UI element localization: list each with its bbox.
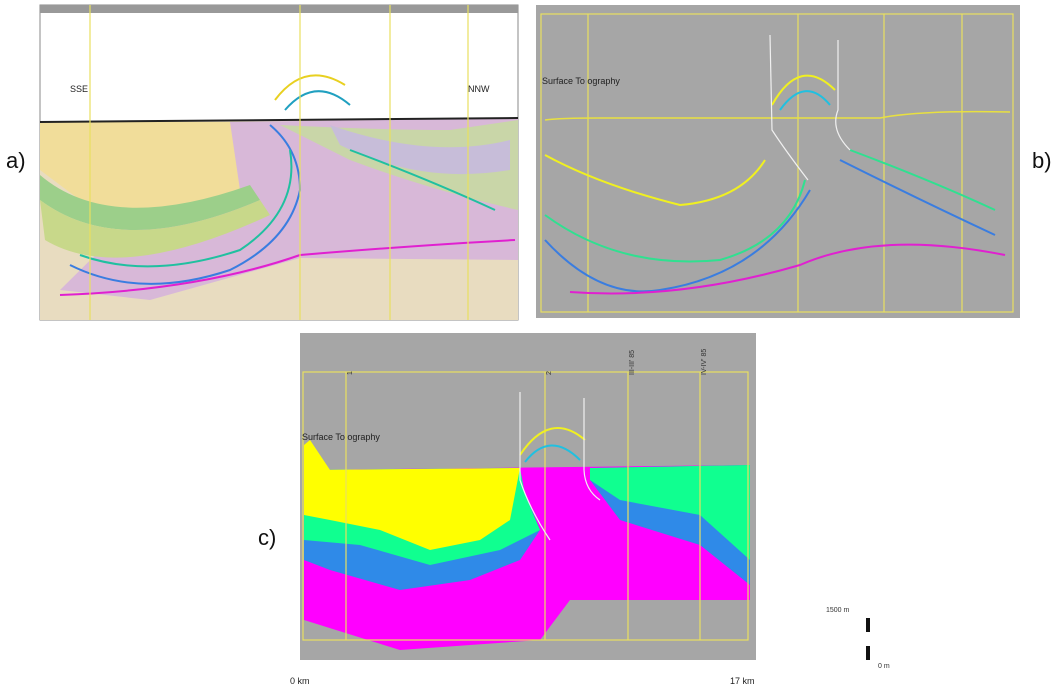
- panel-a: SSE NNW: [40, 5, 518, 320]
- figure: SSE NNW a) Surface To ography b): [0, 0, 1062, 690]
- panel-header: [40, 5, 518, 13]
- topography-label: Surface To ography: [542, 76, 620, 86]
- topography-label: Surface To ography: [302, 432, 380, 442]
- direction-label: SSE: [70, 84, 88, 94]
- scale-bottom-label: 0 m: [878, 663, 890, 670]
- section-label: IV-IV' 85: [701, 349, 708, 375]
- panel-label: c): [258, 525, 276, 550]
- section-label: 1: [347, 371, 354, 375]
- panel-c: Surface To ography 1 2 III-III' 85 IV-IV…: [300, 333, 756, 660]
- distance-start: 0 km: [290, 676, 310, 686]
- direction-label: NNW: [468, 84, 490, 94]
- scale-segment: [866, 646, 870, 660]
- section-label: III-III' 85: [629, 350, 636, 375]
- distance-end: 17 km: [730, 676, 755, 686]
- section-label: 2: [546, 371, 553, 375]
- scale-top-label: 1500 m: [826, 607, 850, 614]
- panel-b: Surface To ography: [536, 5, 1020, 318]
- panel-label: b): [1032, 148, 1052, 173]
- panel-label: a): [6, 148, 26, 173]
- scale-bar: 1500 m 0 m: [826, 607, 890, 670]
- scale-segment: [866, 618, 870, 632]
